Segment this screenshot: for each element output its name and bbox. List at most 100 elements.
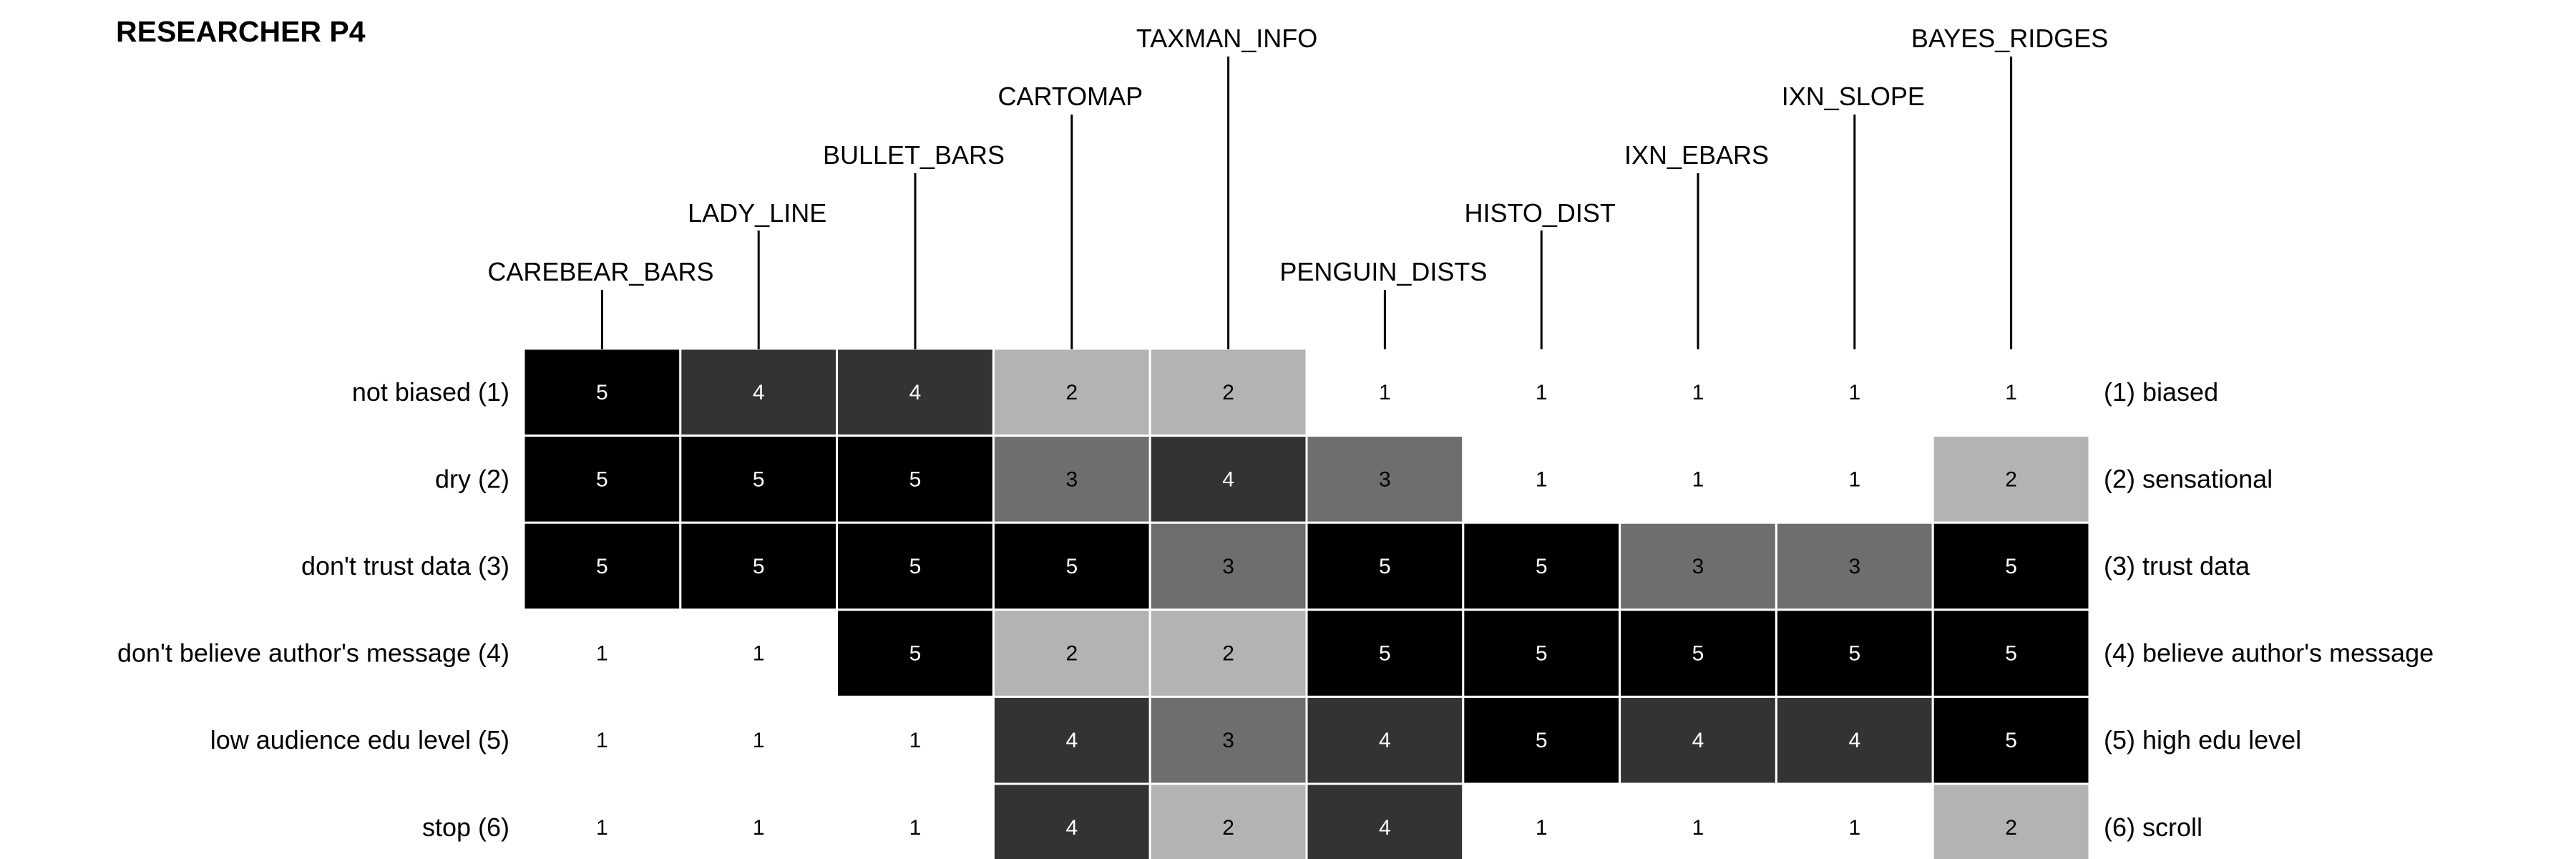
heatmap-cell <box>679 521 839 611</box>
heatmap-cell <box>1619 782 1777 859</box>
heatmap-cell <box>679 695 839 785</box>
cell-value-label: 5 <box>1536 642 1548 666</box>
heatmap-cell <box>1775 608 1934 698</box>
cell-value-label: 1 <box>1692 381 1704 404</box>
row-label-right: (2) sensational <box>2104 464 2273 493</box>
cell-value-label: 5 <box>909 642 922 666</box>
row-label-right: (5) high edu level <box>2104 725 2301 754</box>
row-label-left: stop (6) <box>422 812 509 842</box>
heatmap-cell <box>1775 521 1934 611</box>
row-label-right: (6) scroll <box>2104 812 2202 842</box>
column-label: LADY_LINE <box>688 198 826 228</box>
heatmap-cell <box>1931 521 2091 611</box>
heatmap-cell <box>1462 435 1621 524</box>
heatmap-cell <box>1462 695 1621 785</box>
heatmap-cell <box>679 435 839 524</box>
cell-value-label: 1 <box>596 729 608 752</box>
cell-value-label: 3 <box>1848 555 1860 578</box>
cell-value-label: 5 <box>2005 729 2017 752</box>
cell-value-label: 5 <box>2005 642 2017 666</box>
cell-value-label: 4 <box>1379 816 1391 840</box>
heatmap-cell <box>1619 521 1777 611</box>
cell-value-label: 1 <box>753 642 765 666</box>
cell-value-label: 5 <box>1536 555 1548 578</box>
cell-value-label: 4 <box>1692 729 1704 752</box>
cell-value-label: 5 <box>1536 729 1548 752</box>
cell-value-label: 5 <box>753 467 765 491</box>
cell-value-label: 1 <box>1536 467 1548 491</box>
cell-value-label: 5 <box>909 555 922 578</box>
row-label-left: low audience edu level (5) <box>210 725 509 754</box>
heatmap-cell <box>522 608 682 698</box>
chart-title: RESEARCHER P4 <box>116 15 366 48</box>
cell-value-label: 2 <box>1222 642 1234 666</box>
heatmap-cell <box>1619 435 1777 524</box>
cell-value-label: 4 <box>1222 467 1234 491</box>
cell-value-label: 3 <box>1222 729 1234 752</box>
cell-value-label: 4 <box>753 381 765 404</box>
heatmap-cell <box>522 782 682 859</box>
heatmap-cell <box>1462 782 1621 859</box>
row-label-left: not biased (1) <box>352 377 509 407</box>
cell-value-label: 1 <box>596 816 608 840</box>
heatmap-cell <box>522 521 682 611</box>
heatmap-cell <box>1305 608 1465 698</box>
cell-value-label: 1 <box>753 816 765 840</box>
heatmap-cell <box>836 695 995 785</box>
cell-value-label: 4 <box>1065 816 1078 840</box>
cell-value-label: 5 <box>1065 555 1078 578</box>
column-label: PENGUIN_DISTS <box>1279 257 1487 286</box>
heatmap-cell <box>992 782 1151 859</box>
cell-value-label: 2 <box>2005 467 2017 491</box>
heatmap-cells: 5 4 4 2 2 1 1 1 1 1 5 5 5 3 4 3 1 1 1 2 5 5 5 5 3 5 5 3 3 5 1 1 5 2 2 5 5 5 5 5… <box>522 347 2091 859</box>
heatmap-cell <box>1775 695 1934 785</box>
heatmap-cell <box>1931 347 2091 437</box>
cell-value-label: 2 <box>2005 816 2017 840</box>
cell-value-label: 1 <box>909 816 922 840</box>
column-label: IXN_SLOPE <box>1782 82 1925 111</box>
cell-value-label: 5 <box>1692 642 1704 666</box>
cell-value-label: 1 <box>1536 816 1548 840</box>
cell-value-label: 4 <box>1848 729 1860 752</box>
heatmap-cell <box>1931 695 2091 785</box>
cell-value-label: 1 <box>1848 381 1860 404</box>
column-label: CARTOMAP <box>997 82 1143 111</box>
cell-value-label: 5 <box>1379 555 1391 578</box>
heatmap-cell <box>1462 608 1621 698</box>
column-label: BAYES_RIDGES <box>1911 24 2108 53</box>
heatmap-cell <box>1148 782 1308 859</box>
cell-value-label: 1 <box>1536 381 1548 404</box>
heatmap-cell <box>1305 347 1465 437</box>
heatmap-cell <box>1931 782 2091 859</box>
cell-value-label: 1 <box>909 729 922 752</box>
cell-value-label: 1 <box>1692 816 1704 840</box>
row-label-left: don't believe author's message (4) <box>117 639 509 668</box>
row-labels: not biased (1) (1) biased dry (2) (2) sensa… <box>117 377 2434 842</box>
cell-value-label: 3 <box>1379 467 1391 491</box>
column-label: HISTO_DIST <box>1465 198 1616 228</box>
heatmap-cell <box>1148 521 1308 611</box>
cell-value-label: 5 <box>2005 555 2017 578</box>
heatmap-cell <box>1619 347 1777 437</box>
heatmap-cell <box>1148 695 1308 785</box>
cell-value-label: 4 <box>1065 729 1078 752</box>
column-label: CAREBEAR_BARS <box>487 257 713 286</box>
heatmap-cell <box>522 347 682 437</box>
cell-value-label: 5 <box>753 555 765 578</box>
heatmap-cell <box>1775 435 1934 524</box>
heatmap-cell <box>1931 608 2091 698</box>
cell-value-label: 1 <box>2005 381 2017 404</box>
heatmap-cell <box>1305 782 1465 859</box>
cell-value-label: 3 <box>1065 467 1078 491</box>
cell-value-label: 5 <box>596 467 608 491</box>
column-labels: CAREBEAR_BARS LADY_LINE BULLET_BARS CARTOMA… <box>487 24 2108 349</box>
column-label: BULLET_BARS <box>823 140 1005 170</box>
cell-value-label: 2 <box>1222 816 1234 840</box>
cell-value-label: 5 <box>596 555 608 578</box>
cell-value-label: 3 <box>1692 555 1704 578</box>
cell-value-label: 4 <box>909 381 922 404</box>
cell-value-label: 2 <box>1065 642 1078 666</box>
cell-value-label: 5 <box>909 467 922 491</box>
column-label: IXN_EBARS <box>1624 140 1769 170</box>
